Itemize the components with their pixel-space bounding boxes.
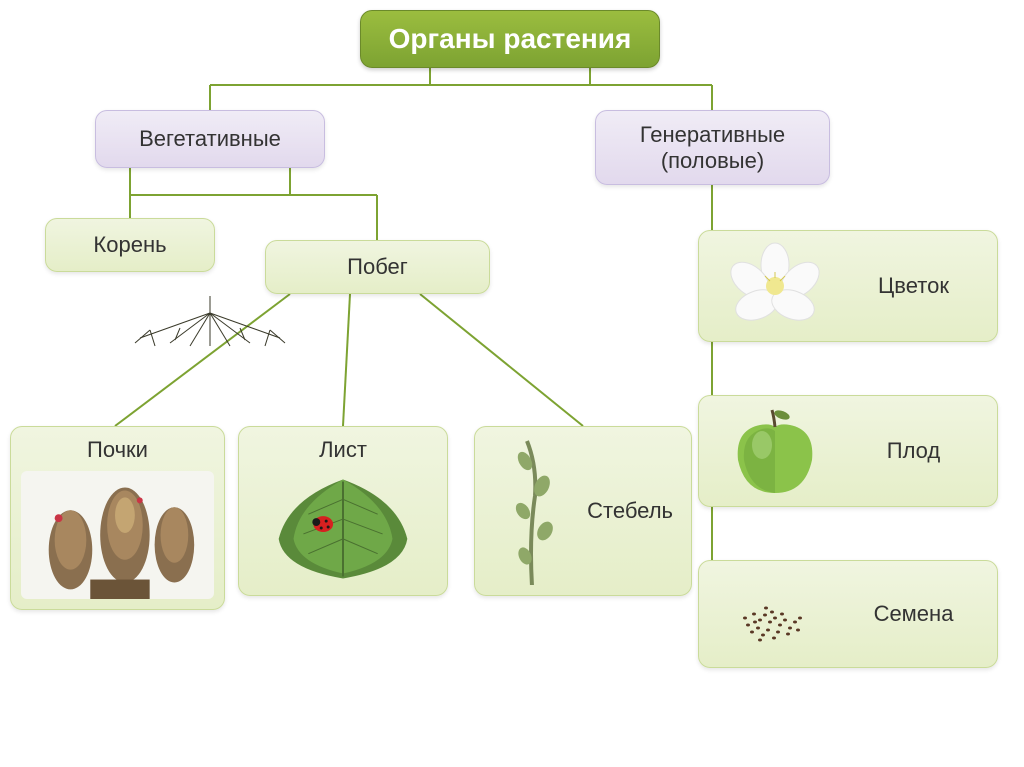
vegetative-box: Вегетативные: [95, 110, 325, 168]
title-label: Органы растения: [389, 23, 632, 55]
stem-image: [485, 437, 579, 585]
seeds-image: [709, 571, 840, 657]
buds-box: Почки: [10, 426, 225, 610]
title-box: Органы растения: [360, 10, 660, 68]
generative-label: Генеративные (половые): [612, 122, 813, 174]
fruit-label: Плод: [840, 438, 987, 464]
root-label: Корень: [93, 232, 166, 258]
shoot-label: Побег: [347, 254, 408, 280]
fruit-box: Плод: [698, 395, 998, 507]
vegetative-label: Вегетативные: [139, 126, 281, 152]
fruit-image: [709, 406, 840, 496]
leaf-image: [249, 471, 437, 585]
shoot-box: Побег: [265, 240, 490, 294]
seeds-label: Семена: [840, 601, 987, 627]
flower-image: [709, 241, 840, 331]
buds-label: Почки: [79, 437, 156, 463]
stem-box: Стебель: [474, 426, 692, 596]
flower-label: Цветок: [840, 273, 987, 299]
stem-label: Стебель: [579, 498, 681, 524]
flower-box: Цветок: [698, 230, 998, 342]
root-box: Корень: [45, 218, 215, 272]
buds-image: [21, 471, 214, 599]
leaf-box: Лист: [238, 426, 448, 596]
generative-box: Генеративные (половые): [595, 110, 830, 185]
leaf-label: Лист: [311, 437, 375, 463]
seeds-box: Семена: [698, 560, 998, 668]
